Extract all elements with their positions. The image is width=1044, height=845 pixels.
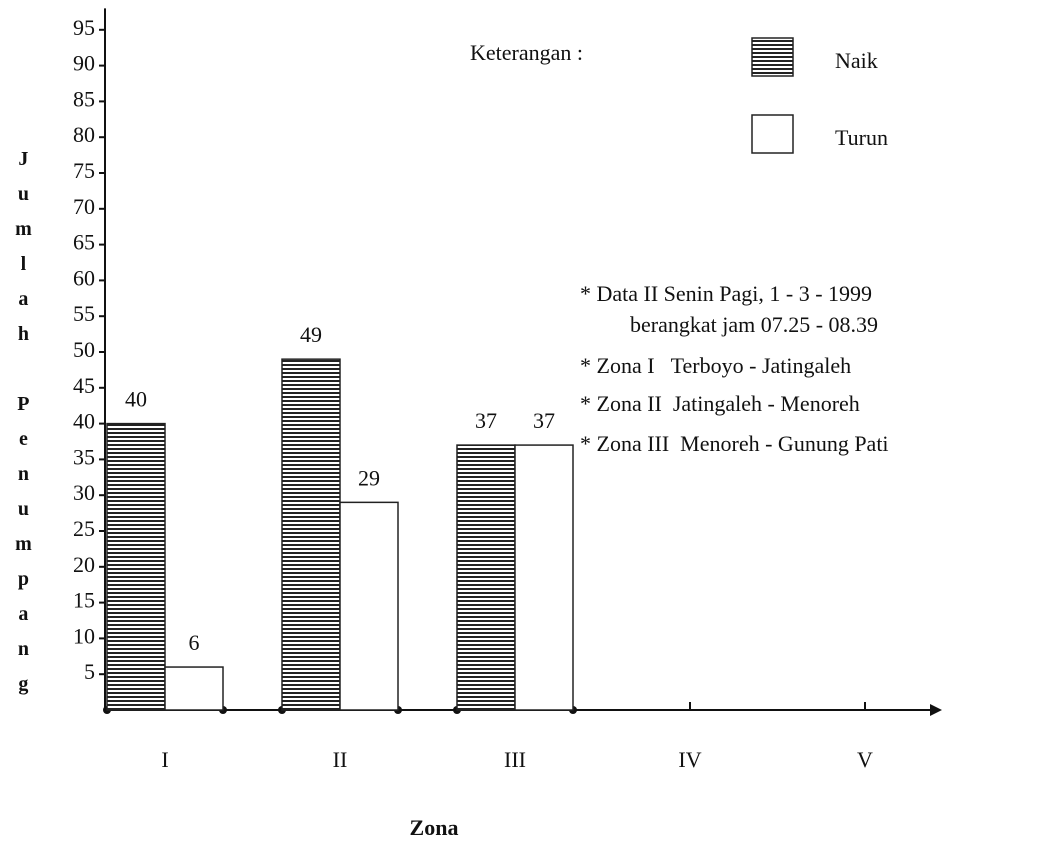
bar [164,666,224,711]
x-tick-label: II [333,747,348,772]
y-tick-label: 55 [73,301,95,326]
x-tick-label: IV [678,747,701,772]
y-tick-label: 35 [73,444,95,469]
legend-swatch [751,37,794,77]
bar [514,444,574,711]
bar [106,422,166,711]
x-tick-label: V [857,747,873,772]
y-tick-label: 85 [73,86,95,111]
y-tick-label: 90 [73,51,95,76]
x-tick-label: III [504,747,526,772]
y-tick-label: 75 [73,158,95,183]
legend-label: Naik [835,48,878,73]
y-tick-label: 50 [73,337,95,362]
legend-swatch [751,114,794,154]
annotation: * Zona II Jatingaleh - Menoreh [580,391,860,416]
y-tick-label: 65 [73,230,95,255]
data-label: 29 [358,465,380,490]
annotation: * Data II Senin Pagi, 1 - 3 - 1999 [580,281,872,306]
legend-label: Turun [835,125,888,150]
data-label: 6 [189,630,200,655]
x-axis-arrow [930,704,942,716]
legend-title: Keterangan : [470,40,583,65]
data-label: 37 [475,408,497,433]
y-tick-label: 5 [84,659,95,684]
annotation: * Zona III Menoreh - Gunung Pati [580,431,889,456]
bar [339,501,399,711]
data-label: 49 [300,322,322,347]
y-tick-label: 95 [73,15,95,40]
y-tick-label: 40 [73,409,95,434]
y-tick-label: 15 [73,588,95,613]
y-tick-label: 60 [73,265,95,290]
data-label: 37 [533,408,555,433]
y-axis-label: Jumlah Penumpang [12,148,34,708]
data-label: 40 [125,387,147,412]
x-axis-label: Zona [410,815,459,840]
bar [456,444,516,711]
x-tick-label: I [161,747,168,772]
y-tick-label: 45 [73,373,95,398]
annotation: berangkat jam 07.25 - 08.39 [630,312,878,337]
y-tick-label: 20 [73,552,95,577]
y-tick-label: 30 [73,480,95,505]
annotation: * Zona I Terboyo - Jatingaleh [580,353,851,378]
y-tick-label: 80 [73,122,95,147]
y-tick-label: 70 [73,194,95,219]
y-tick-label: 10 [73,623,95,648]
y-tick-label: 25 [73,516,95,541]
bar [281,358,341,711]
